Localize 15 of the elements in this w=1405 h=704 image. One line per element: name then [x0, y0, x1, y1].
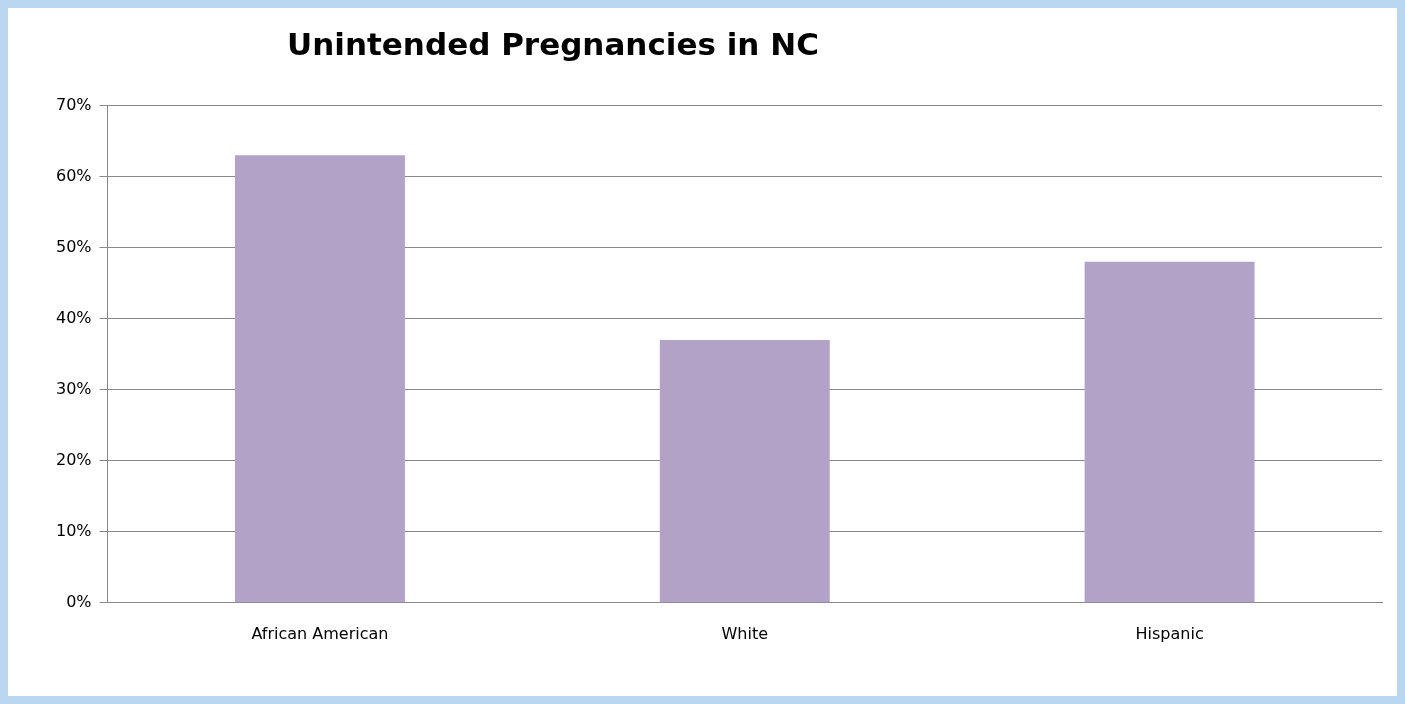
y-tick-label: 40%	[56, 307, 92, 327]
x-tick-label: White	[721, 623, 769, 643]
x-tick-label: African American	[251, 623, 389, 643]
y-tick-label: 60%	[56, 165, 92, 185]
y-tick-label: 20%	[56, 449, 92, 469]
y-tick-label: 0%	[66, 591, 92, 611]
bar	[235, 155, 405, 603]
x-tick-label: Hispanic	[1135, 623, 1204, 643]
y-tick-label: 30%	[56, 378, 92, 398]
bar	[1084, 261, 1255, 603]
y-tick-label: 70%	[56, 94, 92, 114]
bar	[659, 339, 830, 603]
y-tick-label: 50%	[56, 236, 92, 256]
chart-title: Unintended Pregnancies in NC	[286, 26, 820, 62]
y-tick-label: 10%	[56, 520, 92, 540]
